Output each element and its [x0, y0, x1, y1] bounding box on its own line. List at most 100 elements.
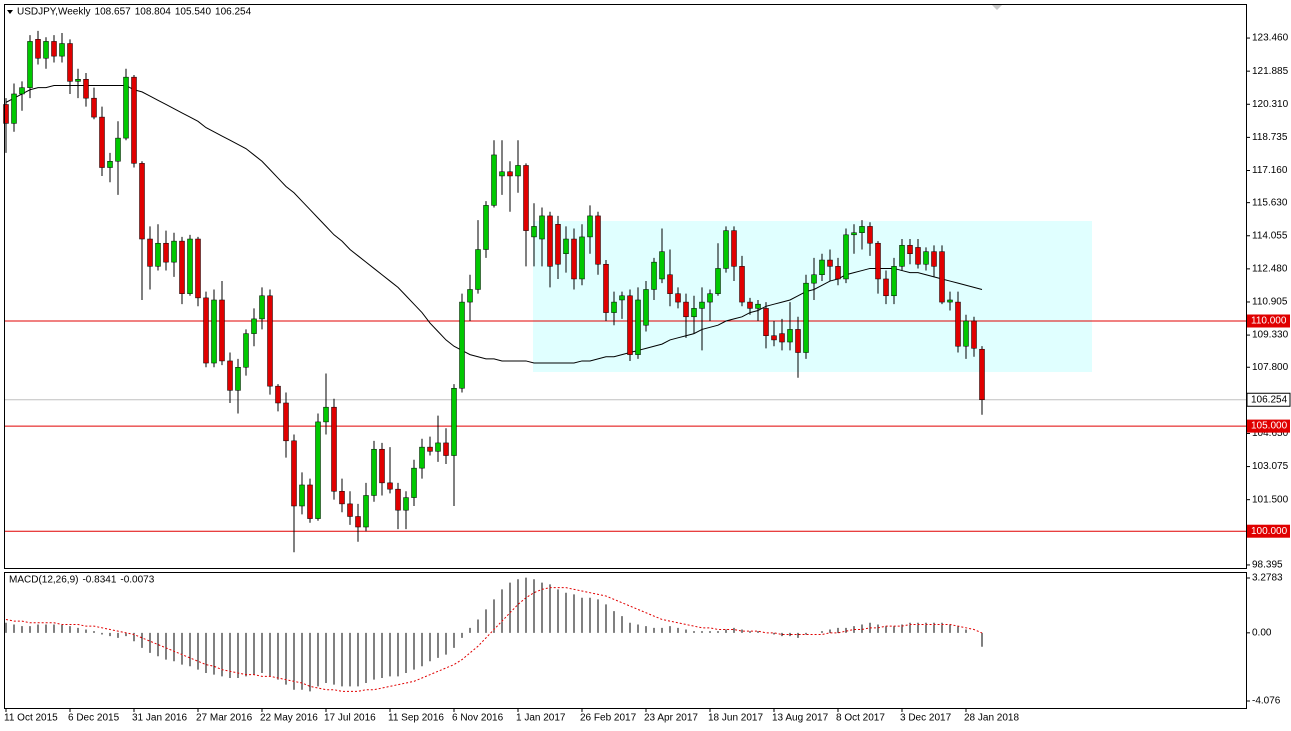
candle-body [483, 205, 489, 250]
x-tick-label: 11 Sep 2016 [388, 713, 444, 724]
candle-body [579, 236, 585, 280]
candle-body [395, 488, 401, 511]
candle-body [147, 238, 153, 267]
candle-body [683, 301, 689, 318]
candle-body [235, 366, 241, 391]
candle-body [523, 165, 529, 231]
candle-body [667, 274, 673, 294]
x-tick-label: 3 Dec 2017 [900, 713, 952, 724]
candle-body [475, 249, 481, 290]
candle-body [131, 76, 137, 164]
candle-body [443, 442, 449, 456]
candle-body [931, 251, 937, 267]
candle-body [803, 282, 809, 353]
menu-arrow[interactable] [7, 10, 13, 14]
header-value: -0.0073 [120, 575, 154, 586]
candle-body [347, 503, 353, 517]
y-tick-label: 98.395 [1252, 560, 1283, 571]
candle-body [747, 301, 753, 309]
candle-body [67, 43, 73, 82]
candle-body [339, 491, 345, 505]
candle-body [843, 234, 849, 280]
y-tick-label: 107.800 [1252, 362, 1289, 373]
x-tick-label: 17 Jul 2016 [324, 713, 376, 724]
candle-body [939, 251, 945, 303]
y-tick-label: 109.330 [1252, 330, 1289, 341]
x-tick-label: 11 Oct 2015 [4, 713, 58, 724]
header-value: -0.8341 [82, 575, 116, 586]
candle-body [411, 467, 417, 498]
candle-body [211, 299, 217, 364]
x-tick-label: 22 May 2016 [260, 713, 318, 724]
candle-body [435, 442, 441, 452]
candle-body [331, 406, 337, 492]
candle-body [403, 497, 409, 511]
header-value: 105.540 [175, 7, 212, 18]
level-label: 105.000 [1251, 421, 1288, 432]
candle-body [251, 318, 257, 334]
macd-panel: 3.2783 0.00 -4.076 [5, 573, 1283, 707]
candle-body [787, 329, 793, 343]
candle-body [91, 97, 97, 118]
candle-body [699, 301, 705, 309]
candle-body [571, 238, 577, 280]
candle-body [739, 266, 745, 303]
header-value: 106.254 [215, 7, 252, 18]
candle-body [715, 268, 721, 294]
candle-body [539, 215, 545, 240]
candle-body [923, 251, 929, 265]
candle-body [19, 87, 25, 95]
y-tick-label: 103.075 [1252, 461, 1289, 472]
candle-body [635, 299, 641, 355]
candle-body [227, 360, 233, 391]
macd-frame [4, 572, 1247, 709]
candle-body [371, 448, 377, 496]
y-tick-label: 112.480 [1252, 264, 1288, 275]
candle-body [99, 116, 105, 168]
x-tick-label: 28 Jan 2018 [964, 713, 1019, 724]
candle-body [979, 348, 985, 400]
candle-body [115, 137, 121, 162]
candle-body [491, 154, 497, 206]
price-panel: 123.460 121.885 120.310 118.735 117.160 115.6… [3, 30, 1291, 571]
x-tick-label: 26 Feb 2017 [580, 713, 637, 724]
candle-body [955, 301, 961, 347]
candle-body [219, 299, 225, 362]
candle-body [11, 93, 17, 124]
y-tick-label: 104.650 [1252, 428, 1289, 439]
candle-body [531, 226, 537, 238]
candle-body [899, 245, 905, 267]
candle-body [883, 278, 889, 297]
header-value: 108.804 [135, 7, 172, 18]
candle-body [451, 388, 457, 456]
candle-body [867, 226, 873, 244]
candle-body [35, 39, 41, 59]
candle-body [467, 289, 473, 303]
candle-body [43, 41, 49, 59]
candle-body [947, 299, 953, 303]
candle-body [827, 259, 833, 267]
candle-body [283, 402, 289, 442]
candle-body [123, 76, 129, 139]
candle-body [387, 482, 393, 490]
y-tick-label: 117.160 [1252, 165, 1288, 176]
candle-body [355, 516, 361, 528]
candle-body [611, 301, 617, 313]
candle-body [51, 41, 57, 57]
candle-body [59, 43, 65, 57]
candle-body [3, 104, 9, 124]
candle-body [907, 245, 913, 254]
candle-body [811, 274, 817, 284]
x-tick-label: 6 Dec 2015 [68, 713, 120, 724]
candle-body [507, 171, 513, 177]
candle-body [755, 303, 761, 309]
level-label: 100.000 [1251, 526, 1288, 537]
level-label-box [1247, 524, 1290, 538]
candle-body [971, 320, 977, 349]
candle-body [795, 329, 801, 353]
y-tick-label: 120.310 [1252, 99, 1289, 110]
x-tick-label: 8 Oct 2017 [836, 713, 885, 724]
candle-body [675, 293, 681, 303]
candle-body [275, 385, 281, 404]
